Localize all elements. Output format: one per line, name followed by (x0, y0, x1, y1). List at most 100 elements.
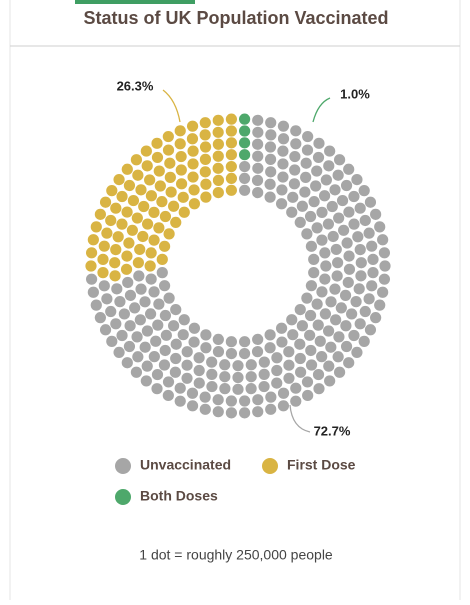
dot (350, 296, 362, 308)
dot (353, 283, 365, 295)
dot (94, 312, 106, 324)
dot (313, 383, 325, 395)
dot (251, 346, 264, 358)
dot (85, 273, 98, 285)
dot (305, 280, 318, 292)
dot (265, 129, 277, 141)
dot (118, 308, 130, 320)
dot (126, 224, 138, 236)
dot (232, 383, 244, 395)
dot (252, 150, 264, 162)
value-label: 72.7% (314, 423, 351, 438)
dot (374, 221, 386, 233)
dot (342, 276, 354, 289)
dot (134, 314, 146, 326)
dot (333, 154, 346, 166)
dot (304, 329, 316, 341)
dot (212, 150, 224, 162)
dot (300, 171, 312, 183)
dot (329, 283, 341, 295)
dot (156, 196, 168, 208)
dot (348, 218, 360, 230)
dot (151, 151, 164, 164)
dot (123, 179, 136, 192)
dot (290, 125, 302, 137)
dot (305, 359, 318, 371)
dot (225, 347, 238, 360)
dot (174, 138, 186, 150)
dot (87, 286, 99, 298)
leader-line (162, 89, 181, 123)
dot (106, 185, 118, 197)
dot (277, 145, 289, 157)
dot (276, 184, 288, 196)
dot (320, 260, 332, 272)
dot (90, 221, 102, 233)
dot (333, 212, 345, 224)
dot (294, 303, 306, 316)
dot (302, 389, 314, 402)
dot (277, 400, 290, 412)
dot (162, 376, 175, 388)
dot (343, 163, 355, 175)
dot (245, 359, 257, 371)
dot (316, 351, 328, 363)
dot (239, 184, 251, 196)
dot (145, 273, 157, 285)
dot (348, 190, 360, 203)
dot (264, 141, 277, 153)
dot (271, 377, 283, 389)
dot (98, 240, 110, 252)
dot (289, 150, 301, 163)
dot (331, 270, 343, 282)
dot (252, 394, 264, 406)
dot (314, 335, 326, 347)
dot (116, 218, 128, 230)
dot (326, 200, 338, 213)
dot (277, 133, 290, 145)
dot (158, 359, 171, 371)
dot (239, 395, 251, 407)
dot (318, 190, 331, 202)
dot (354, 244, 366, 256)
dot (187, 145, 199, 157)
dot (174, 382, 186, 394)
dot (144, 308, 157, 320)
dot (162, 389, 174, 402)
dot (97, 267, 109, 279)
dot (159, 344, 171, 357)
dot (301, 144, 314, 156)
dot (148, 234, 160, 246)
dot (199, 166, 211, 178)
dot (158, 280, 171, 292)
value-label: 1.0% (340, 86, 370, 101)
dot (330, 314, 342, 326)
dot (124, 320, 136, 332)
dot (305, 344, 317, 357)
dot (225, 137, 238, 149)
dot (99, 324, 112, 336)
dot (264, 153, 277, 165)
dot (245, 383, 257, 395)
dot (98, 280, 110, 292)
dot (252, 126, 264, 138)
dot (340, 179, 353, 192)
value-label: 26.3% (117, 78, 154, 93)
dot (333, 366, 346, 378)
dot (275, 198, 288, 210)
dot (200, 191, 212, 203)
dot (175, 178, 188, 190)
dot (312, 368, 325, 381)
dot (239, 125, 251, 137)
dot (186, 133, 199, 145)
dot (130, 366, 143, 378)
dot (174, 395, 186, 407)
dot (200, 342, 212, 354)
dot (283, 346, 295, 358)
dot (359, 305, 371, 318)
dot (290, 138, 302, 150)
dot (137, 230, 149, 243)
dot (151, 137, 163, 149)
dot (212, 394, 224, 406)
